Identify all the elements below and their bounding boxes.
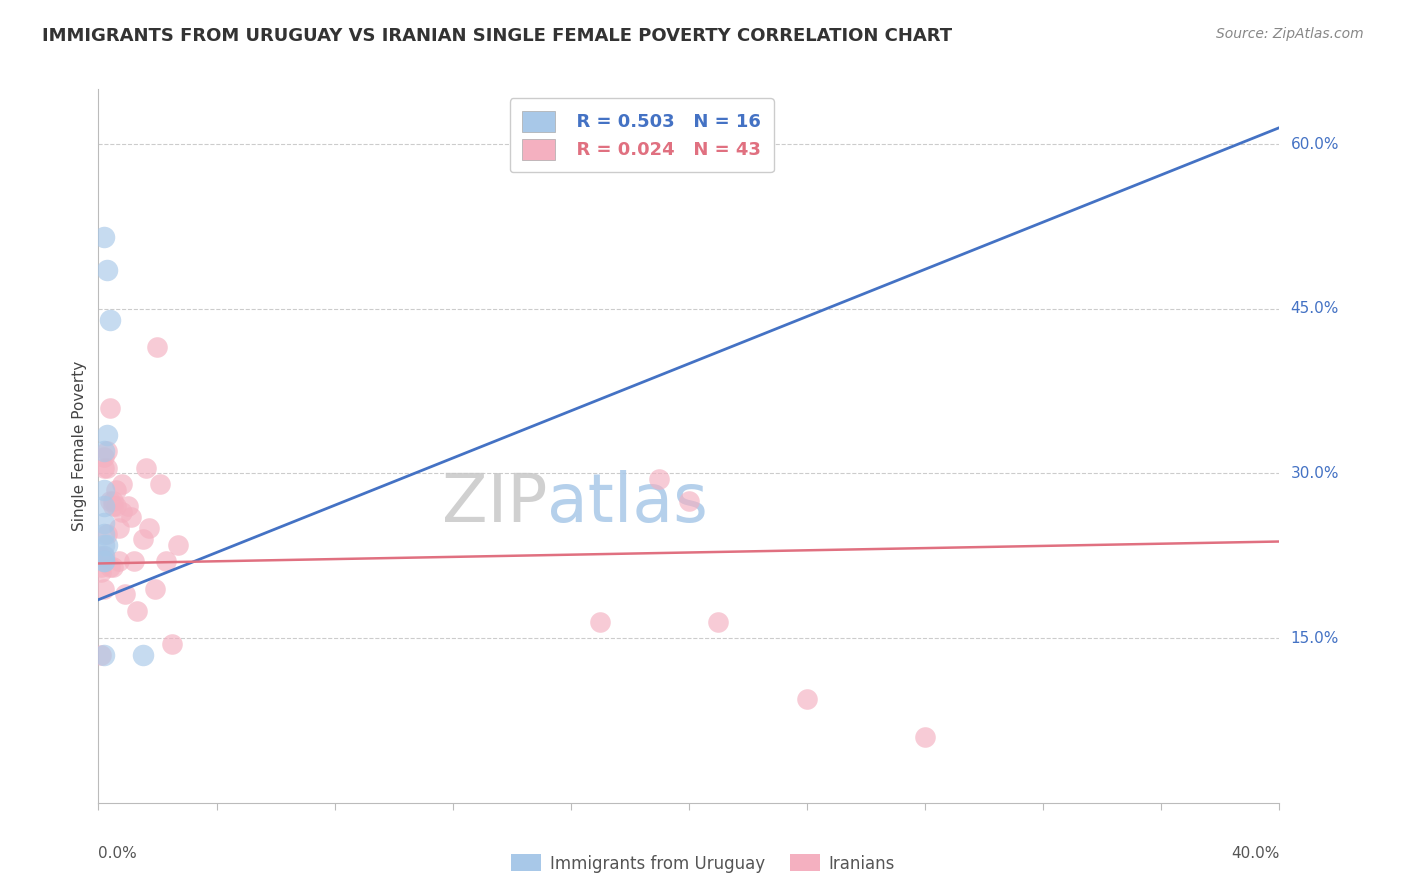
Point bbox=[98, 401, 121, 415]
Text: ZIP: ZIP bbox=[441, 470, 547, 536]
Point bbox=[90, 549, 112, 563]
Text: 15.0%: 15.0% bbox=[1291, 631, 1339, 646]
Point bbox=[143, 582, 166, 596]
Point bbox=[98, 559, 121, 574]
Point bbox=[96, 444, 118, 458]
Point bbox=[648, 472, 671, 486]
Point bbox=[132, 533, 155, 547]
Point bbox=[90, 559, 112, 574]
Text: Source: ZipAtlas.com: Source: ZipAtlas.com bbox=[1216, 27, 1364, 41]
Point bbox=[155, 554, 177, 568]
Point bbox=[122, 554, 145, 568]
Point bbox=[162, 637, 183, 651]
Point bbox=[93, 549, 115, 563]
Point bbox=[90, 648, 112, 662]
Point bbox=[93, 554, 115, 568]
Point bbox=[111, 477, 134, 491]
Point bbox=[93, 230, 115, 244]
Point bbox=[96, 461, 118, 475]
Point bbox=[589, 615, 612, 629]
Legend: Immigrants from Uruguay, Iranians: Immigrants from Uruguay, Iranians bbox=[505, 847, 901, 880]
Point bbox=[135, 461, 157, 475]
Point bbox=[132, 648, 155, 662]
Point bbox=[93, 461, 115, 475]
Y-axis label: Single Female Poverty: Single Female Poverty bbox=[72, 361, 87, 531]
Point bbox=[93, 483, 115, 497]
Point bbox=[149, 477, 172, 491]
Point bbox=[105, 500, 128, 514]
Point bbox=[103, 500, 125, 514]
Point bbox=[108, 554, 131, 568]
Point bbox=[120, 510, 142, 524]
Point bbox=[93, 554, 115, 568]
Point bbox=[114, 587, 136, 601]
Point bbox=[93, 516, 115, 530]
Point bbox=[98, 312, 121, 326]
Point bbox=[103, 559, 125, 574]
Text: 60.0%: 60.0% bbox=[1291, 136, 1339, 152]
Text: 40.0%: 40.0% bbox=[1232, 846, 1279, 861]
Point bbox=[125, 604, 148, 618]
Point bbox=[93, 500, 115, 514]
Point bbox=[93, 582, 115, 596]
Point bbox=[93, 444, 115, 458]
Point bbox=[146, 340, 169, 354]
Text: atlas: atlas bbox=[547, 470, 709, 536]
Point bbox=[105, 483, 128, 497]
Text: IMMIGRANTS FROM URUGUAY VS IRANIAN SINGLE FEMALE POVERTY CORRELATION CHART: IMMIGRANTS FROM URUGUAY VS IRANIAN SINGL… bbox=[42, 27, 952, 45]
Point bbox=[914, 730, 936, 744]
Point bbox=[678, 494, 700, 508]
Point bbox=[93, 648, 115, 662]
Point bbox=[138, 521, 160, 535]
Point bbox=[96, 263, 118, 277]
Text: 30.0%: 30.0% bbox=[1291, 466, 1339, 481]
Point bbox=[93, 538, 115, 552]
Point bbox=[96, 538, 118, 552]
Point bbox=[167, 538, 190, 552]
Point bbox=[117, 500, 139, 514]
Point bbox=[707, 615, 730, 629]
Point bbox=[93, 450, 115, 464]
Point bbox=[93, 526, 115, 541]
Point bbox=[93, 549, 115, 563]
Text: 45.0%: 45.0% bbox=[1291, 301, 1339, 317]
Point bbox=[96, 526, 118, 541]
Point bbox=[796, 691, 818, 706]
Point bbox=[98, 494, 121, 508]
Point bbox=[111, 505, 134, 519]
Text: 0.0%: 0.0% bbox=[98, 846, 138, 861]
Point bbox=[96, 428, 118, 442]
Point bbox=[108, 521, 131, 535]
Point bbox=[103, 494, 125, 508]
Point bbox=[90, 566, 112, 580]
Legend:   R = 0.503   N = 16,   R = 0.024   N = 43: R = 0.503 N = 16, R = 0.024 N = 43 bbox=[510, 98, 773, 172]
